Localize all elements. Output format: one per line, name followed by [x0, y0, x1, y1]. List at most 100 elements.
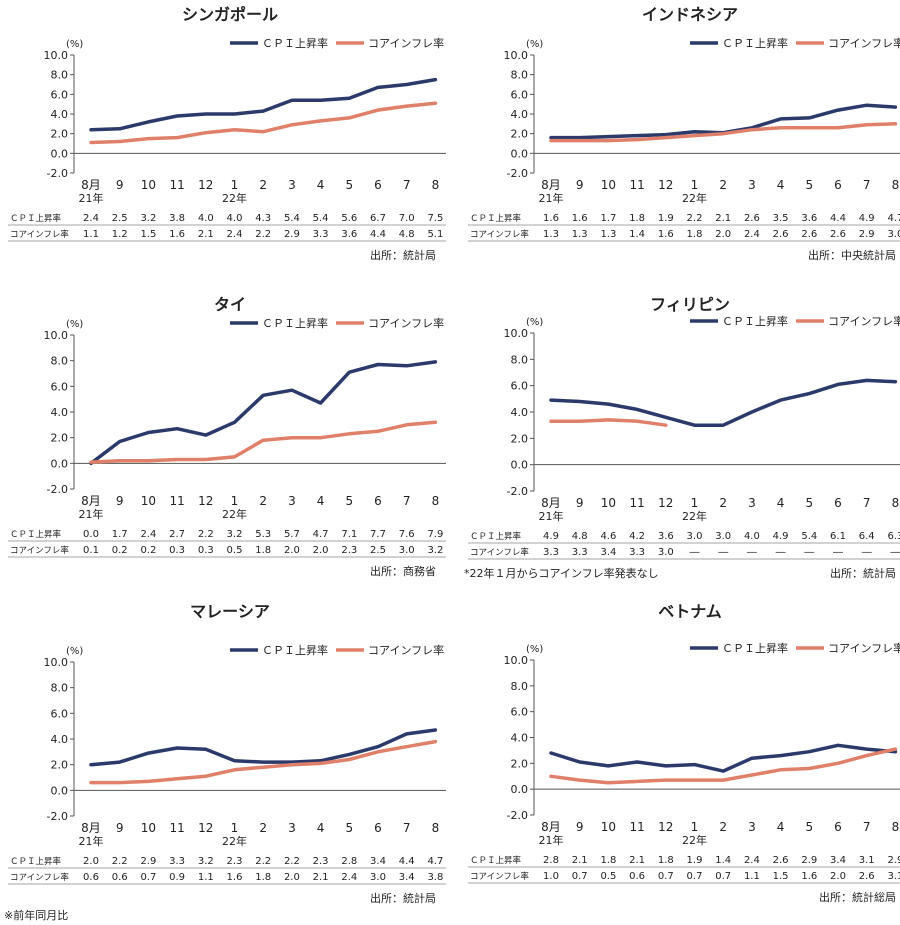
- table-cell: 0.6: [629, 871, 645, 882]
- year-label: 22年: [222, 834, 247, 848]
- unit-label: (%): [526, 317, 543, 328]
- table-cell: 2.0: [313, 545, 329, 556]
- x-tick-label: 3: [288, 821, 296, 835]
- table-cell: 0.1: [83, 545, 99, 556]
- x-tick-label: 12: [658, 178, 673, 192]
- table-cell: ―: [833, 547, 843, 558]
- x-tick-label: 12: [198, 178, 213, 192]
- x-tick-label: 12: [198, 821, 213, 835]
- table-cell: 0.9: [169, 872, 185, 883]
- table-cell: 2.8: [543, 855, 559, 866]
- table-cell: ―: [890, 547, 900, 558]
- x-tick-label: 1: [231, 821, 239, 835]
- table-cell: 7.1: [341, 529, 357, 540]
- table-cell: 3.2: [140, 213, 156, 224]
- table-cell: 2.2: [255, 229, 271, 240]
- table-cell: 3.2: [198, 856, 214, 867]
- table-cell: 2.6: [773, 855, 789, 866]
- x-tick-label: 4: [777, 178, 785, 192]
- table-cell: 3.3: [169, 856, 185, 867]
- table-cell: 2.0: [284, 545, 300, 556]
- legend: ＣＰＩ上昇率 コアインフレ率: [230, 36, 444, 50]
- table-cell: 0.7: [687, 871, 703, 882]
- legend-label-core: コアインフレ率: [828, 36, 900, 50]
- y-tick-label: -2.0: [47, 810, 68, 823]
- x-tick-label: 7: [403, 821, 411, 835]
- y-tick-label: 6.0: [511, 380, 529, 393]
- x-tick-label: 8月: [541, 178, 561, 192]
- y-tick-label: 6.0: [51, 380, 69, 393]
- series-core: [549, 418, 668, 427]
- table-row-label: コアインフレ率: [10, 872, 69, 883]
- legend-label-cpi: ＣＰＩ上昇率: [722, 314, 788, 328]
- series-core: [549, 747, 898, 785]
- table-cell: 3.2: [227, 529, 243, 540]
- x-tick-label: 11: [629, 178, 644, 192]
- x-tick-label: 10: [141, 494, 156, 508]
- table-cell: 4.9: [543, 531, 559, 542]
- x-tick-label: 10: [601, 496, 616, 510]
- table-cell: 1.7: [112, 529, 128, 540]
- x-tick-label: 5: [805, 496, 813, 510]
- table-cell: 2.9: [887, 855, 900, 866]
- x-tick-label: 2: [259, 494, 267, 508]
- table-cell: 3.3: [543, 547, 559, 558]
- y-tick-label: 0.0: [511, 147, 529, 160]
- table-cell: 7.6: [399, 529, 415, 540]
- table-cell: 0.6: [112, 872, 128, 883]
- x-tick-label: 8月: [81, 821, 101, 835]
- legend: ＣＰＩ上昇率 コアインフレ率: [690, 36, 900, 50]
- table-cell: 7.7: [370, 529, 386, 540]
- table-cell: 3.5: [773, 213, 789, 224]
- chart-title: タイ: [214, 295, 246, 314]
- table-cell: 4.4: [830, 213, 846, 224]
- year-label: 22年: [682, 191, 707, 205]
- table-cell: 2.6: [801, 229, 817, 240]
- x-tick-label: 9: [116, 178, 124, 192]
- table-cell: 4.7: [887, 213, 900, 224]
- y-tick-label: -2.0: [47, 483, 68, 496]
- table-cell: 2.4: [227, 229, 243, 240]
- series-cpi: [89, 77, 438, 132]
- table-cell: 3.0: [399, 545, 415, 556]
- x-tick-label: 2: [259, 821, 267, 835]
- table-cell: 1.3: [600, 229, 616, 240]
- x-tick-label: 2: [719, 178, 727, 192]
- table-cell: 2.3: [313, 856, 329, 867]
- y-tick-label: 10.0: [504, 654, 529, 667]
- table-cell: 1.9: [658, 213, 674, 224]
- unit-label: (%): [66, 646, 83, 657]
- x-tick-label: 11: [629, 496, 644, 510]
- table-cell: 2.6: [859, 871, 875, 882]
- y-tick-label: 4.0: [511, 732, 529, 745]
- table-cell: 2.9: [801, 855, 817, 866]
- table-cell: 3.0: [658, 547, 674, 558]
- x-tick-label: 8月: [81, 178, 101, 192]
- x-tick-label: 4: [777, 496, 785, 510]
- table-cell: 4.7: [313, 529, 329, 540]
- table-cell: ―: [747, 547, 757, 558]
- series-core: [89, 739, 438, 785]
- chart-indonesia: インドネシア(%) ＣＰＩ上昇率 コアインフレ率10.08.06.04.02.00.…: [468, 5, 900, 262]
- y-tick-label: 8.0: [511, 69, 529, 82]
- y-tick-label: 2.0: [51, 759, 69, 772]
- y-tick-label: 4.0: [511, 108, 529, 121]
- table-cell: 3.4: [399, 872, 415, 883]
- y-tick-label: 4.0: [51, 733, 69, 746]
- table-cell: 3.6: [341, 229, 357, 240]
- table-cell: 7.5: [427, 213, 443, 224]
- y-tick-label: 0.0: [51, 457, 69, 470]
- unit-label: (%): [66, 319, 83, 330]
- legend: ＣＰＩ上昇率 コアインフレ率: [690, 641, 900, 655]
- x-tick-label: 11: [169, 494, 184, 508]
- y-tick-label: 4.0: [51, 108, 69, 121]
- legend-label-core: コアインフレ率: [828, 641, 900, 655]
- chart-title: マレーシア: [190, 602, 270, 621]
- x-tick-label: 8: [892, 178, 900, 192]
- x-tick-label: 11: [629, 820, 644, 834]
- legend: ＣＰＩ上昇率 コアインフレ率: [690, 314, 900, 328]
- table-cell: 2.0: [830, 871, 846, 882]
- table-cell: 0.2: [140, 545, 156, 556]
- x-tick-label: 8: [432, 178, 440, 192]
- table-cell: 4.4: [370, 229, 386, 240]
